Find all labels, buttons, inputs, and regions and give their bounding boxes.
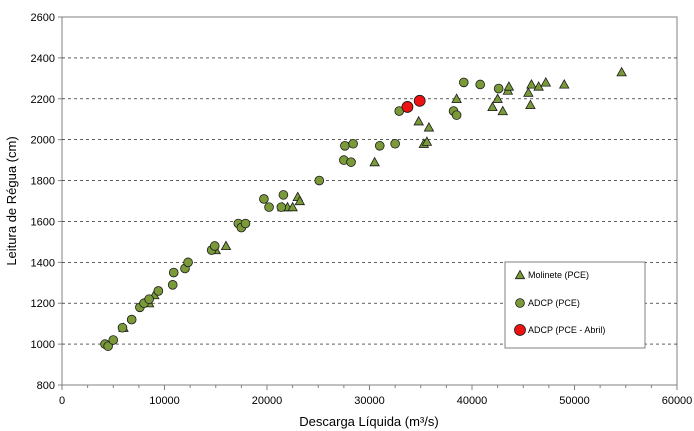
x-tick-label: 10000 [149,395,180,407]
legend-label: ADCP (PCE - Abril) [528,325,605,335]
data-point [348,138,358,149]
y-tick-label: 1400 [31,257,55,269]
data-point [240,218,251,229]
legend-label: ADCP (PCE) [528,298,580,308]
data-point [421,136,433,146]
data-point [413,94,426,107]
y-tick-label: 2600 [31,12,55,24]
series-1 [118,66,627,332]
data-point [401,101,414,113]
data-points [100,66,627,351]
data-point [451,93,462,103]
data-point [209,241,220,251]
y-tick-label: 1200 [31,298,55,310]
series-2 [100,77,504,351]
legend-marker [514,324,526,336]
legend-box [504,261,646,349]
data-point [259,194,269,204]
data-point [108,335,119,345]
y-tick-label: 800 [37,380,55,392]
y-tick-label: 2000 [31,135,55,147]
data-point [126,314,137,325]
legend-label: Molinete (PCE) [528,270,589,280]
data-point [390,138,400,149]
legend-marker [514,269,526,280]
y-tick-label: 2200 [31,94,55,106]
data-point [183,257,193,268]
data-point [523,87,534,97]
series-3 [401,94,426,113]
y-axis-title: Leitura de Régua (cm) [4,136,19,265]
x-tick-label: 20000 [252,395,283,407]
data-point [493,83,504,94]
x-tick-label: 40000 [457,395,488,407]
data-point [458,77,469,88]
x-axis-title: Descarga Líquida (m³/s) [299,414,438,429]
data-point [346,157,356,167]
y-tick-label: 1800 [31,176,55,188]
axes: 800 1000 1200 1400 1600 1800 2000 2200 2400 2600 0… [31,12,693,407]
data-point [220,240,232,251]
data-point [144,294,154,304]
data-point [294,195,306,206]
data-point [153,286,164,296]
y-tick-label: 1600 [31,216,55,228]
data-point [287,201,298,212]
x-tick-label: 30000 [354,395,385,407]
data-point [451,110,462,120]
data-point [558,79,570,89]
x-tick-label: 60000 [662,395,693,407]
data-point [475,79,486,90]
legend: Molinete (PCE) ADCP (PCE) ADCP (PCE - Abri… [504,261,646,349]
data-point [369,156,380,167]
x-tick-label: 50000 [559,395,590,407]
data-point [487,101,498,112]
data-point [423,121,435,132]
x-tick-label: 0 [59,395,65,407]
data-point [264,202,274,212]
data-point [492,93,503,103]
data-point [413,115,424,126]
data-point [616,66,627,77]
data-point [117,322,128,333]
y-tick-label: 2400 [31,53,55,65]
data-point [340,141,350,151]
data-point [525,99,536,109]
data-point [278,190,289,200]
data-point [497,105,509,116]
data-point [103,341,113,351]
y-tick-label: 1000 [31,339,55,351]
data-point [526,79,537,89]
legend-marker [515,298,525,308]
data-point [168,267,179,278]
data-point [374,141,385,151]
data-point [503,81,515,91]
data-point [540,76,552,87]
data-point [314,175,325,186]
data-point [167,280,178,290]
data-point [276,202,287,212]
